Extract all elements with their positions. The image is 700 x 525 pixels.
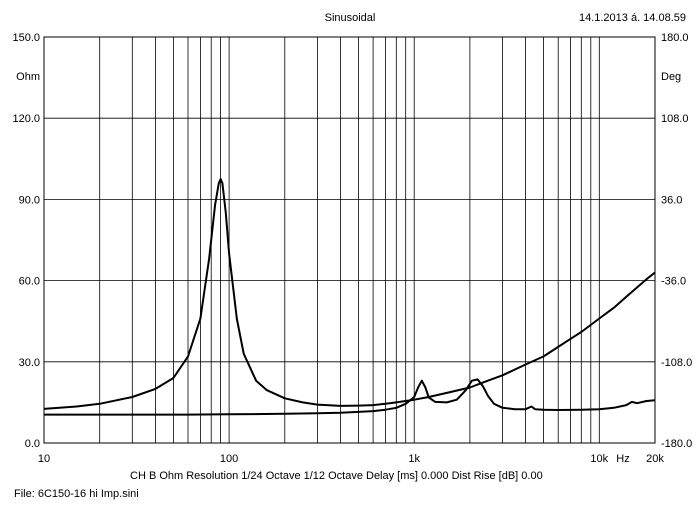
left-tick-label: 90.0 (19, 194, 40, 206)
grid (44, 37, 655, 443)
left-axis-unit: Ohm (16, 71, 40, 83)
x-tick-label: 10 (38, 453, 50, 465)
left-tick-labels: 0.0 30.0 60.0 90.0 120.0 150.0 (12, 32, 40, 450)
right-tick-label: 180.0 (661, 32, 689, 44)
left-tick-label: 120.0 (12, 113, 40, 125)
x-tick-label: 20k (646, 453, 664, 465)
x-tick-label: 1k (408, 453, 420, 465)
secondary-curve (44, 378, 656, 416)
timestamp: 14.1.2013 á. 14.08.59 (578, 12, 686, 24)
left-tick-label: 150.0 (12, 32, 40, 44)
measurement-info: CH B Ohm Resolution 1/24 Octave 1/12 Oct… (130, 470, 543, 482)
chart-title: Sinusoidal (324, 12, 376, 24)
curves (43, 178, 656, 416)
plot-frame (43, 36, 656, 444)
right-tick-label: 36.0 (661, 194, 682, 206)
right-tick-label: 108.0 (661, 113, 689, 125)
left-tick-label: 30.0 (19, 357, 40, 369)
right-tick-label: -36.0 (661, 276, 686, 288)
right-axis-unit: Deg (661, 71, 682, 83)
right-tick-label: -180.0 (661, 438, 692, 450)
x-tick-labels: 10 100 1k 10k 20k Hz (38, 453, 664, 465)
left-tick-label: 0.0 (25, 438, 40, 450)
x-unit-label: Hz (616, 453, 629, 465)
impedance-curve (43, 178, 656, 410)
right-tick-labels: -180.0 -108.0 -36.0 36.0 108.0 180.0 (661, 32, 692, 450)
right-tick-label: -108.0 (661, 357, 692, 369)
left-tick-label: 60.0 (19, 276, 40, 288)
file-name: File: 6C150-16 hi Imp.sini (14, 488, 139, 500)
x-tick-label: 100 (220, 453, 238, 465)
x-tick-label: 10k (590, 453, 608, 465)
